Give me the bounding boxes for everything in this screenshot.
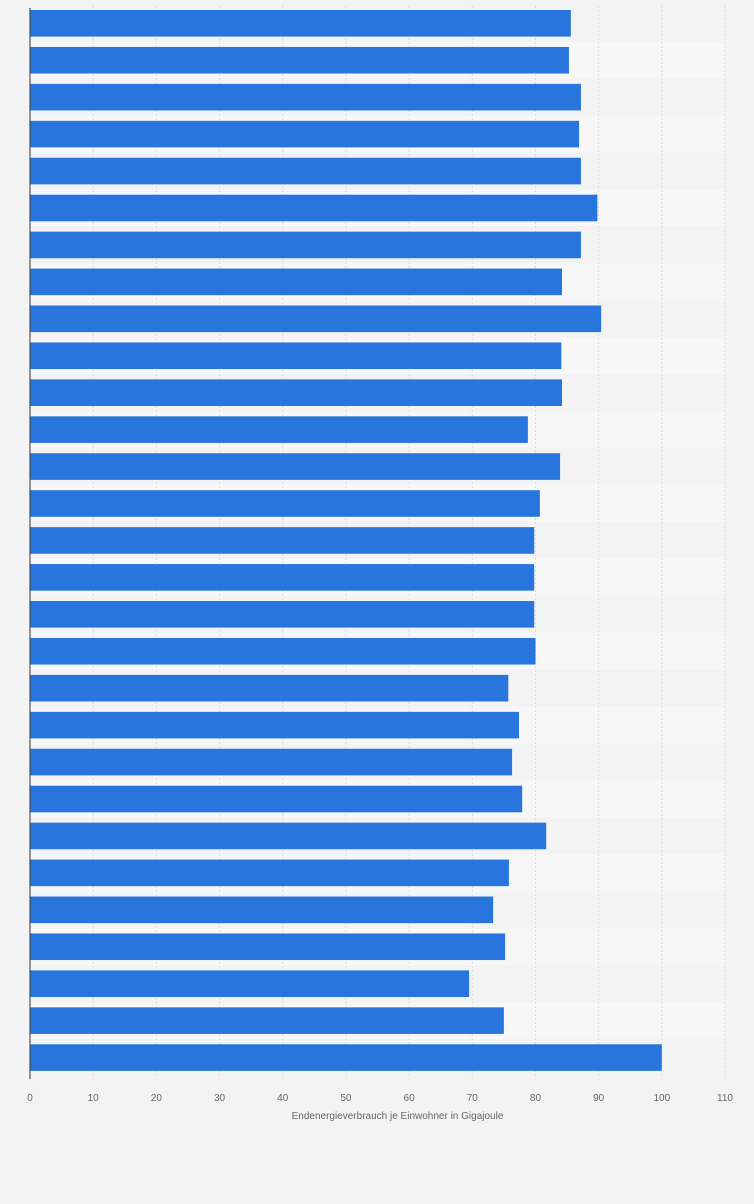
bar [30, 379, 562, 406]
bar [30, 748, 513, 776]
x-tick-label: 30 [214, 1093, 226, 1104]
bar [30, 10, 571, 37]
bar [30, 785, 523, 813]
bar [30, 157, 581, 185]
bar [30, 268, 562, 296]
x-tick-label: 40 [277, 1093, 289, 1104]
bar [30, 231, 581, 259]
x-tick-label: 0 [27, 1093, 33, 1104]
x-axis-ticks: 0 10 20 30 40 50 60 70 80 90 100 110 [27, 1093, 733, 1104]
bar [30, 1044, 662, 1071]
x-tick-label: 60 [404, 1093, 416, 1104]
bar [30, 83, 581, 111]
x-tick-label: 90 [593, 1093, 605, 1104]
bar [30, 564, 535, 591]
x-tick-label: 100 [653, 1093, 670, 1104]
bar [30, 490, 540, 517]
bar [30, 933, 506, 961]
bar [30, 46, 569, 74]
bar [30, 120, 580, 148]
x-tick-label: 20 [151, 1093, 163, 1104]
x-tick-label: 80 [530, 1093, 542, 1104]
x-tick-label: 50 [340, 1093, 352, 1104]
bar [30, 637, 536, 665]
bar [30, 194, 598, 222]
x-axis-title: Endenergieverbrauch je Einwohner in Giga… [292, 1111, 504, 1122]
bar [30, 1007, 504, 1034]
bar [30, 970, 470, 997]
bar [30, 711, 520, 739]
bar-series [30, 10, 662, 1071]
x-tick-label: 70 [467, 1093, 479, 1104]
bar [30, 416, 528, 443]
x-tick-label: 110 [717, 1093, 733, 1104]
bar [30, 896, 494, 924]
bar [30, 601, 535, 628]
bar [30, 822, 547, 850]
bar [30, 859, 509, 887]
bar [30, 305, 602, 333]
x-tick-label: 10 [88, 1093, 100, 1104]
bar [30, 342, 562, 370]
bar [30, 674, 509, 702]
bar [30, 453, 561, 480]
bar [30, 527, 535, 554]
